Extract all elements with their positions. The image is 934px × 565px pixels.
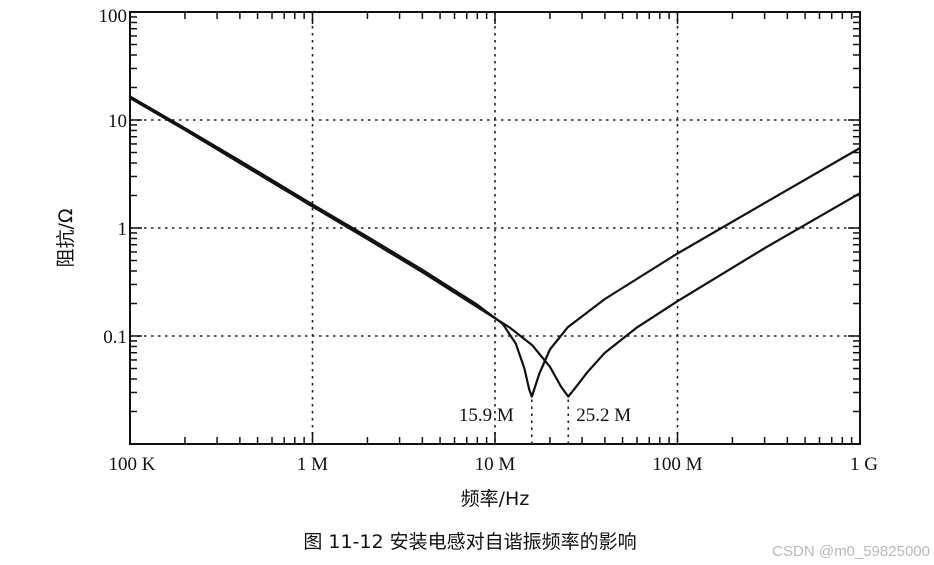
grid bbox=[130, 12, 860, 444]
x-tick-label: 100 M bbox=[652, 454, 702, 475]
watermark: CSDN @m0_59825000 bbox=[772, 543, 930, 560]
figure-caption: 图 11-12 安装电感对自谐振频率的影响 bbox=[303, 531, 636, 553]
minor-ticks bbox=[129, 12, 860, 445]
y-tick-label: 1 bbox=[118, 219, 128, 240]
x-tick-label: 10 M bbox=[475, 454, 516, 475]
tick-labels: 100 K 1 M 10 M 100 M 1 G 100 10 1 0.1 bbox=[99, 6, 879, 475]
x-tick-label: 100 K bbox=[109, 454, 156, 475]
annotation-layer: 15.9 M 25.2 M bbox=[459, 399, 631, 444]
resonance-label: 15.9 M bbox=[459, 405, 514, 426]
y-axis-title: 阻抗/Ω bbox=[55, 209, 77, 268]
x-tick-label: 1 G bbox=[850, 454, 878, 475]
y-tick-label: 0.1 bbox=[103, 327, 127, 348]
y-tick-label: 10 bbox=[108, 111, 127, 132]
x-tick-label: 1 M bbox=[297, 454, 328, 475]
resonance-label: 25.2 M bbox=[576, 405, 631, 426]
x-axis-title: 频率/Hz bbox=[461, 488, 530, 510]
series-layer bbox=[128, 95, 862, 398]
y-tick-label: 100 bbox=[99, 6, 128, 27]
series-curve-2 bbox=[128, 96, 862, 398]
series-curve-1 bbox=[128, 95, 862, 398]
